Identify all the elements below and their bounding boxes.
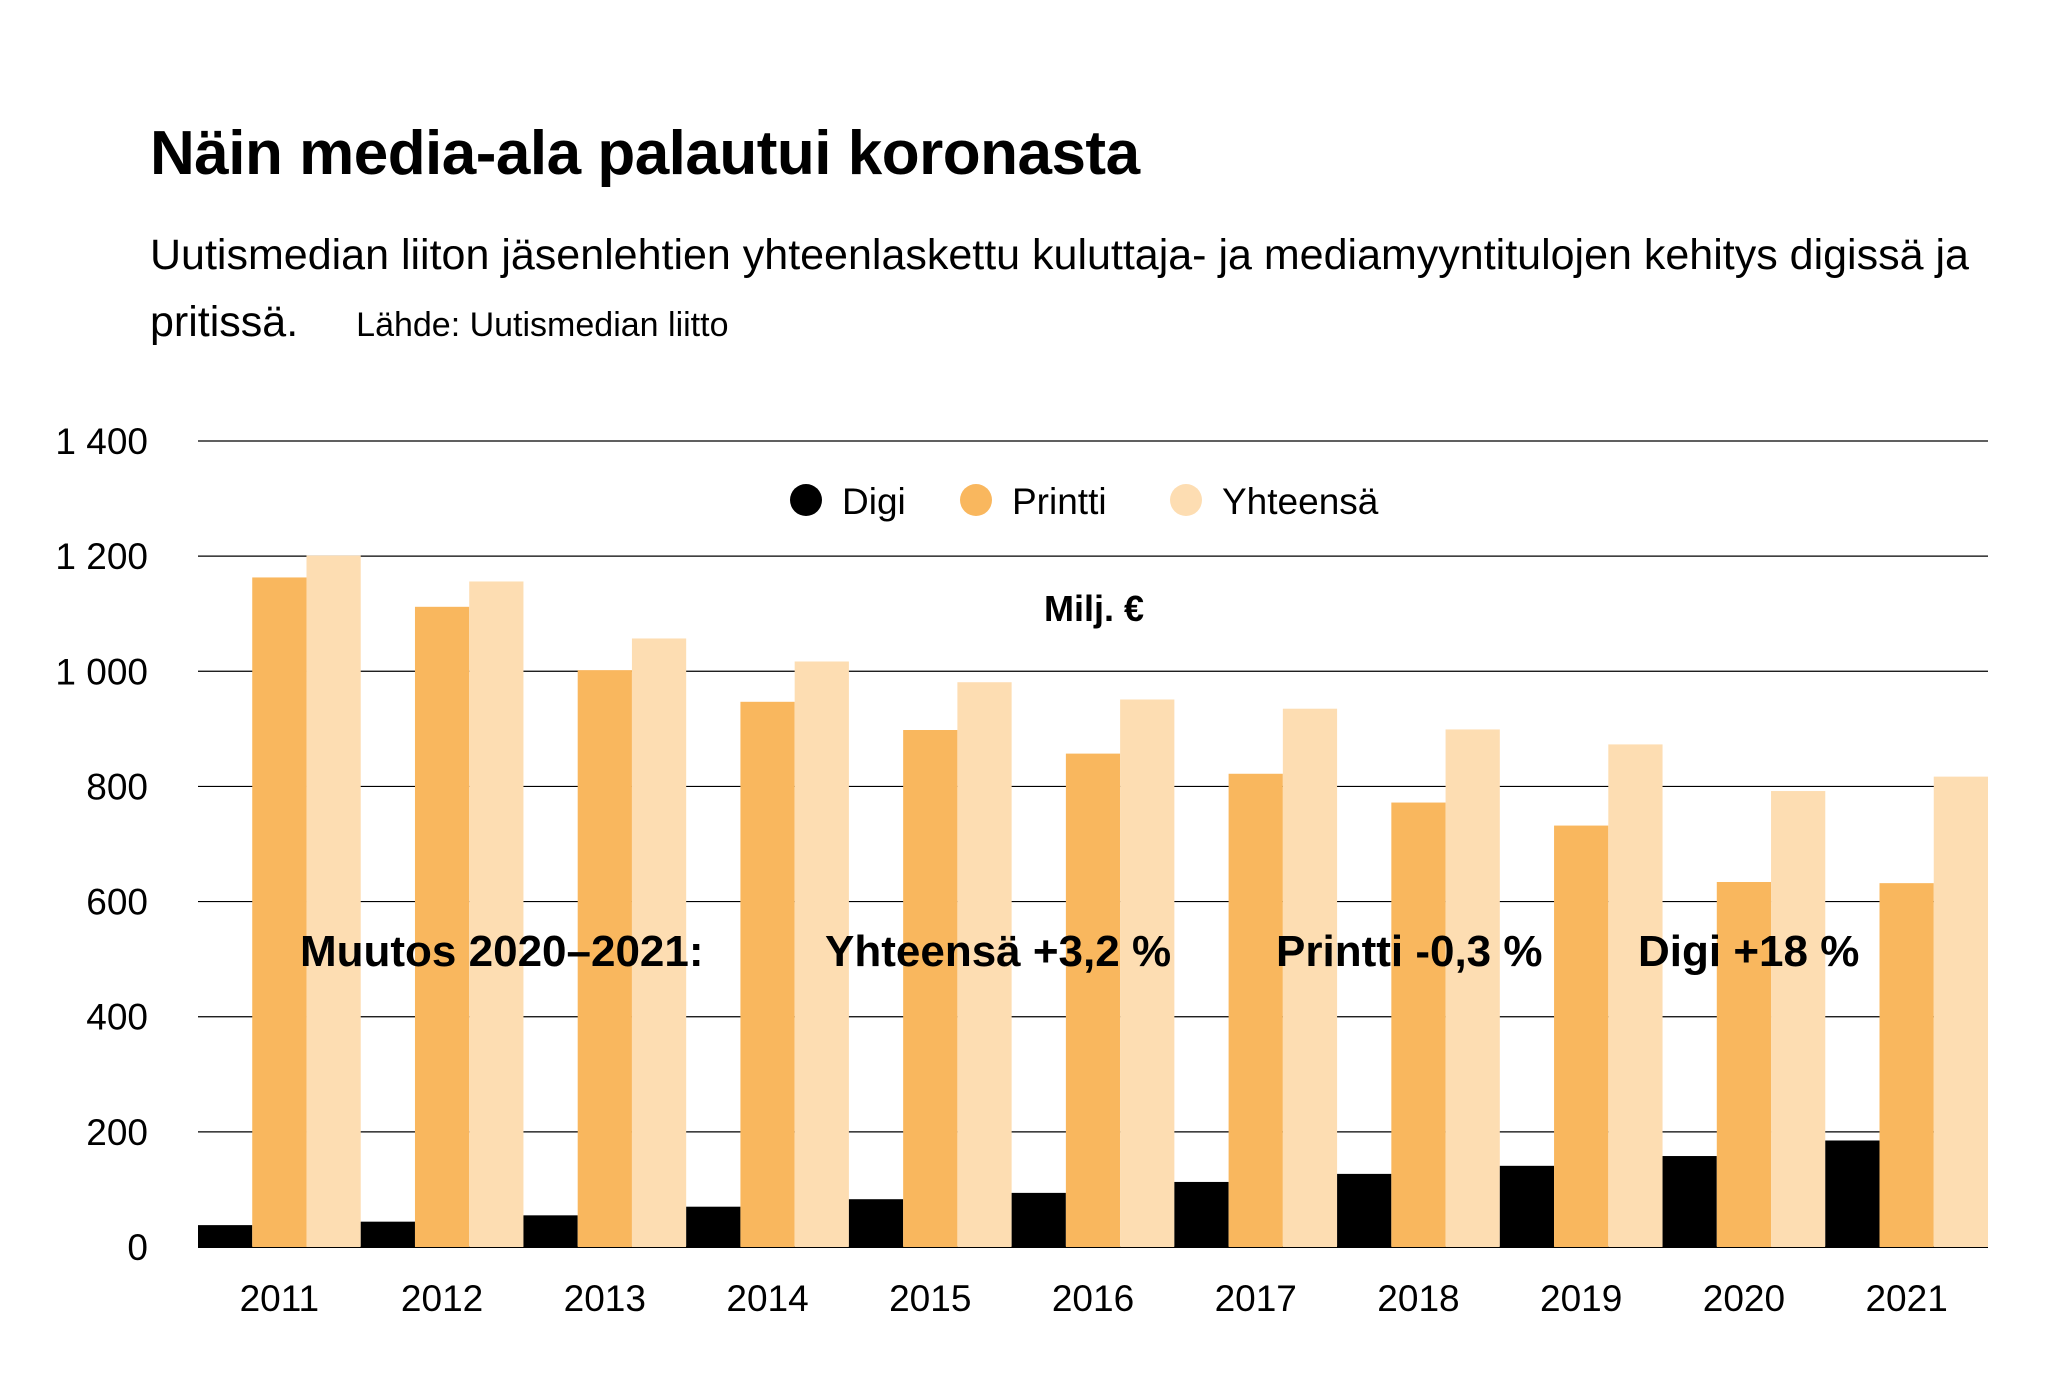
bar-digi-2013: [523, 1215, 578, 1247]
x-tick-label: 2017: [1215, 1278, 1297, 1319]
bar-yhteensa-2011: [306, 555, 361, 1247]
change-note-print: Printti -0,3 %: [1276, 927, 1543, 976]
chart-title: Näin media-ala palautui koronasta: [150, 119, 1140, 188]
bars: [198, 555, 1988, 1247]
bar-digi-2019: [1499, 1165, 1555, 1247]
source-note: Lähde: Uutismedian liitto: [356, 306, 729, 344]
bar-digi-2015: [848, 1199, 904, 1247]
bar-yhteensa-2016: [1120, 699, 1175, 1247]
bar-yhteensa-2018: [1445, 729, 1500, 1247]
bar-digi-2012: [360, 1221, 415, 1247]
y-tick-label: 800: [86, 766, 148, 807]
x-tick-label: 2019: [1540, 1278, 1622, 1319]
change-note-digi: Digi +18 %: [1638, 927, 1859, 976]
legend-marker-yhteensa: [1170, 484, 1202, 516]
legend-label-digi: Digi: [842, 481, 906, 522]
x-tick-label: 2015: [889, 1278, 971, 1319]
y-tick-label: 400: [86, 997, 148, 1038]
chart-subtitle: Uutismedian liiton jäsenlehtien yhteenla…: [150, 222, 2000, 359]
bar-printti-2012: [414, 606, 470, 1247]
bar-printti-2014: [740, 701, 795, 1247]
x-tick-label: 2018: [1377, 1278, 1459, 1319]
x-tick-label: 2011: [240, 1278, 320, 1319]
bar-printti-2011: [252, 577, 307, 1247]
y-tick-label: 0: [127, 1227, 148, 1268]
x-tick-label: 2021: [1865, 1278, 1947, 1319]
y-tick-label: 600: [86, 882, 148, 923]
bar-yhteensa-2013: [631, 638, 687, 1247]
change-note-label: Muutos 2020–2021:: [300, 927, 704, 976]
y-tick-label: 1 400: [55, 421, 148, 462]
bar-digi-2014: [686, 1206, 741, 1247]
x-tick-label: 2014: [726, 1278, 808, 1319]
bar-printti-2017: [1228, 773, 1283, 1247]
bar-digi-2016: [1011, 1192, 1066, 1247]
bar-printti-2018: [1391, 802, 1446, 1247]
legend-marker-digi: [790, 484, 822, 516]
unit-label: Milj. €: [1044, 588, 1144, 629]
bar-yhteensa-2021: [1933, 776, 1988, 1247]
y-tick-label: 1 000: [55, 651, 148, 692]
legend-label-yhteensa: Yhteensä: [1222, 481, 1379, 522]
bar-digi-2011: [198, 1225, 253, 1247]
bar-digi-2020: [1662, 1156, 1717, 1247]
x-tick-label: 2013: [564, 1278, 646, 1319]
legend-marker-printti: [960, 484, 992, 516]
bar-printti-2015: [903, 730, 958, 1247]
subtitle-text: Uutismedian liiton jäsenlehtien yhteenla…: [150, 231, 1969, 346]
bar-printti-2019: [1554, 825, 1609, 1247]
x-tick-label: 2012: [401, 1278, 483, 1319]
bar-printti-2016: [1065, 753, 1121, 1247]
bar-yhteensa-2017: [1282, 708, 1338, 1247]
bar-printti-2013: [577, 670, 632, 1247]
bar-digi-2021: [1825, 1140, 1880, 1247]
y-tick-label: 200: [86, 1112, 148, 1153]
y-axis-ticks: 0 200 400 600 800 1 000 1 200 1 400: [55, 421, 148, 1268]
x-tick-label: 2020: [1703, 1278, 1785, 1319]
legend: Digi Printti Yhteensä: [790, 481, 1379, 522]
legend-label-printti: Printti: [1012, 481, 1107, 522]
bar-printti-2020: [1716, 881, 1772, 1247]
x-tick-label: 2016: [1052, 1278, 1134, 1319]
y-tick-label: 1 200: [55, 536, 148, 577]
bar-yhteensa-2014: [794, 661, 849, 1247]
bar-printti-2021: [1879, 883, 1934, 1247]
bar-yhteensa-2019: [1608, 744, 1663, 1247]
change-note-total: Yhteensä +3,2 %: [825, 927, 1171, 976]
bar-yhteensa-2020: [1771, 791, 1826, 1247]
x-axis-ticks: 2011 2012 2013 2014 2015 2016 2017 2018 2019 2020…: [240, 1278, 1948, 1319]
bar-yhteensa-2015: [957, 682, 1012, 1247]
bar-digi-2018: [1337, 1173, 1392, 1247]
bar-yhteensa-2012: [469, 581, 524, 1247]
bar-digi-2017: [1174, 1181, 1229, 1247]
change-notes: Muutos 2020–2021: Yhteensä +3,2 % Printt…: [300, 927, 1859, 976]
